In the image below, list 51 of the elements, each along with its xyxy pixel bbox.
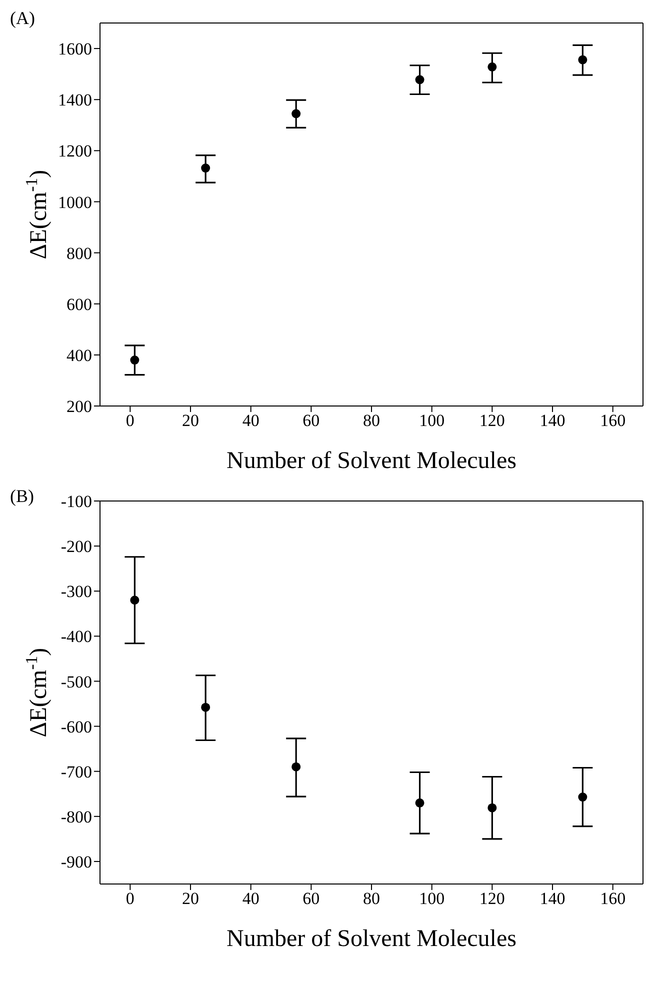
y-tick-label: -300 (60, 582, 92, 602)
x-axis-title: Number of Solvent Molecules (226, 448, 516, 474)
y-tick-label: -400 (60, 627, 92, 646)
y-tick-label: 400 (66, 346, 92, 365)
y-tick-label: -900 (60, 852, 92, 872)
y-tick-label: 1600 (58, 40, 92, 59)
y-tick-label: 1200 (58, 142, 92, 161)
x-tick-label: 140 (540, 411, 566, 430)
point (292, 109, 301, 118)
x-tick-label: 120 (479, 411, 505, 430)
point (201, 702, 210, 712)
x-tick-label: 0 (126, 411, 134, 430)
chart-title: (B) (10, 486, 34, 507)
x-tick-label: 40 (242, 889, 260, 908)
y-tick-label: 1000 (58, 192, 92, 212)
y-tick-label: -600 (60, 717, 92, 736)
x-tick-label: 160 (600, 889, 626, 908)
x-axis-title: Number of Solvent Molecules (226, 926, 516, 952)
x-tick-label: 80 (363, 889, 380, 908)
x-tick-label: 160 (600, 411, 626, 430)
point (130, 596, 140, 605)
point (578, 55, 588, 64)
x-tick-label: 80 (363, 411, 380, 430)
y-tick-label: -800 (60, 807, 92, 826)
x-tick-label: 20 (182, 411, 199, 430)
x-tick-label: 0 (126, 889, 134, 908)
point (415, 75, 424, 84)
x-tick-label: 100 (419, 411, 445, 430)
y-tick-label: 1400 (58, 90, 92, 110)
x-tick-label: 40 (242, 411, 260, 430)
point (488, 62, 497, 72)
point (415, 798, 424, 808)
y-tick-label: -500 (60, 672, 92, 692)
y-tick-label: 800 (66, 244, 92, 263)
y-tick-label: -200 (60, 537, 92, 556)
x-tick-label: 140 (540, 889, 566, 908)
x-tick-label: 100 (419, 889, 445, 908)
point (130, 356, 140, 365)
x-tick-label: 60 (302, 889, 320, 908)
x-tick-label: 120 (479, 889, 505, 908)
point (578, 792, 588, 802)
y-tick-label: -700 (60, 762, 92, 782)
y-tick-label: 200 (66, 397, 92, 416)
point (292, 762, 301, 772)
y-tick-label: 600 (66, 294, 92, 314)
point (488, 803, 497, 812)
y-tick-label: -100 (60, 492, 92, 512)
x-tick-label: 60 (302, 411, 320, 430)
x-tick-label: 20 (182, 889, 199, 908)
point (201, 164, 210, 173)
chart-title: (A) (10, 8, 35, 29)
